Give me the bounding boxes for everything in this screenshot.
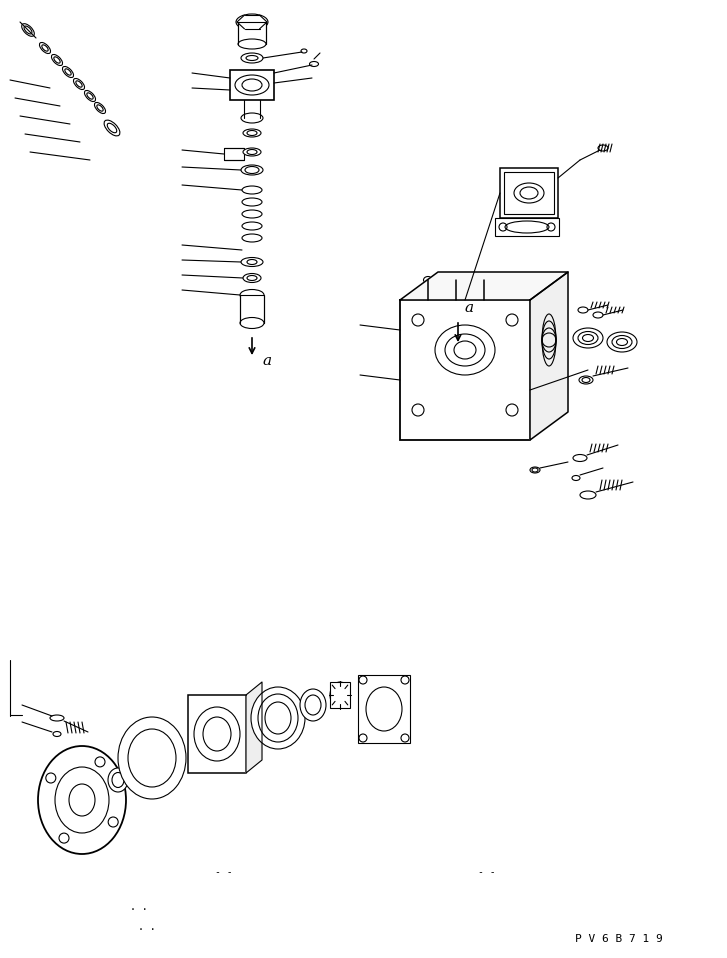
Text: P V 6 B 7 1 9: P V 6 B 7 1 9 <box>575 934 663 944</box>
Ellipse shape <box>39 42 51 54</box>
Ellipse shape <box>607 332 637 352</box>
Ellipse shape <box>580 491 596 499</box>
Ellipse shape <box>73 79 84 89</box>
Ellipse shape <box>480 277 489 284</box>
Ellipse shape <box>243 273 261 283</box>
Polygon shape <box>400 272 568 300</box>
Ellipse shape <box>240 317 264 329</box>
Ellipse shape <box>243 148 261 156</box>
Ellipse shape <box>310 61 318 66</box>
Ellipse shape <box>330 682 350 708</box>
Ellipse shape <box>241 113 263 123</box>
Ellipse shape <box>530 467 540 473</box>
Ellipse shape <box>118 717 186 799</box>
Ellipse shape <box>52 55 63 65</box>
Bar <box>230 70 274 100</box>
Ellipse shape <box>424 277 433 284</box>
Ellipse shape <box>242 210 262 218</box>
Ellipse shape <box>598 145 608 151</box>
Bar <box>495 218 559 236</box>
Text: . .: . . <box>130 902 148 912</box>
Ellipse shape <box>241 258 263 266</box>
Ellipse shape <box>63 66 73 78</box>
Bar <box>238 22 266 44</box>
Ellipse shape <box>573 454 587 462</box>
Ellipse shape <box>242 186 262 194</box>
Ellipse shape <box>251 687 305 749</box>
Ellipse shape <box>572 475 580 481</box>
Ellipse shape <box>38 746 126 854</box>
Ellipse shape <box>578 307 588 313</box>
Bar <box>358 675 410 743</box>
Ellipse shape <box>236 14 268 30</box>
Ellipse shape <box>241 53 263 63</box>
Ellipse shape <box>108 768 128 792</box>
Ellipse shape <box>50 715 64 721</box>
Ellipse shape <box>301 49 307 53</box>
Bar <box>224 148 244 160</box>
Ellipse shape <box>573 328 603 348</box>
Text: - -: - - <box>215 867 233 877</box>
Bar <box>400 300 530 440</box>
Ellipse shape <box>240 289 264 301</box>
Text: a: a <box>464 301 473 315</box>
Polygon shape <box>246 682 262 773</box>
Ellipse shape <box>579 376 593 384</box>
Bar <box>240 295 264 323</box>
Ellipse shape <box>53 732 61 737</box>
Ellipse shape <box>238 39 266 49</box>
Bar <box>188 695 246 773</box>
Ellipse shape <box>242 234 262 242</box>
Ellipse shape <box>243 129 261 137</box>
Ellipse shape <box>104 120 120 136</box>
Polygon shape <box>530 272 568 440</box>
Text: . .: . . <box>138 922 156 932</box>
Bar <box>330 682 350 708</box>
Ellipse shape <box>593 312 603 318</box>
Ellipse shape <box>242 198 262 206</box>
Text: a: a <box>262 354 271 368</box>
Ellipse shape <box>451 277 460 284</box>
Ellipse shape <box>241 165 263 175</box>
Ellipse shape <box>95 103 105 114</box>
Bar <box>504 172 554 214</box>
Ellipse shape <box>242 222 262 230</box>
Ellipse shape <box>300 689 326 721</box>
Bar <box>500 168 558 218</box>
Text: - -: - - <box>478 867 496 877</box>
Ellipse shape <box>22 24 34 36</box>
Ellipse shape <box>84 90 95 102</box>
